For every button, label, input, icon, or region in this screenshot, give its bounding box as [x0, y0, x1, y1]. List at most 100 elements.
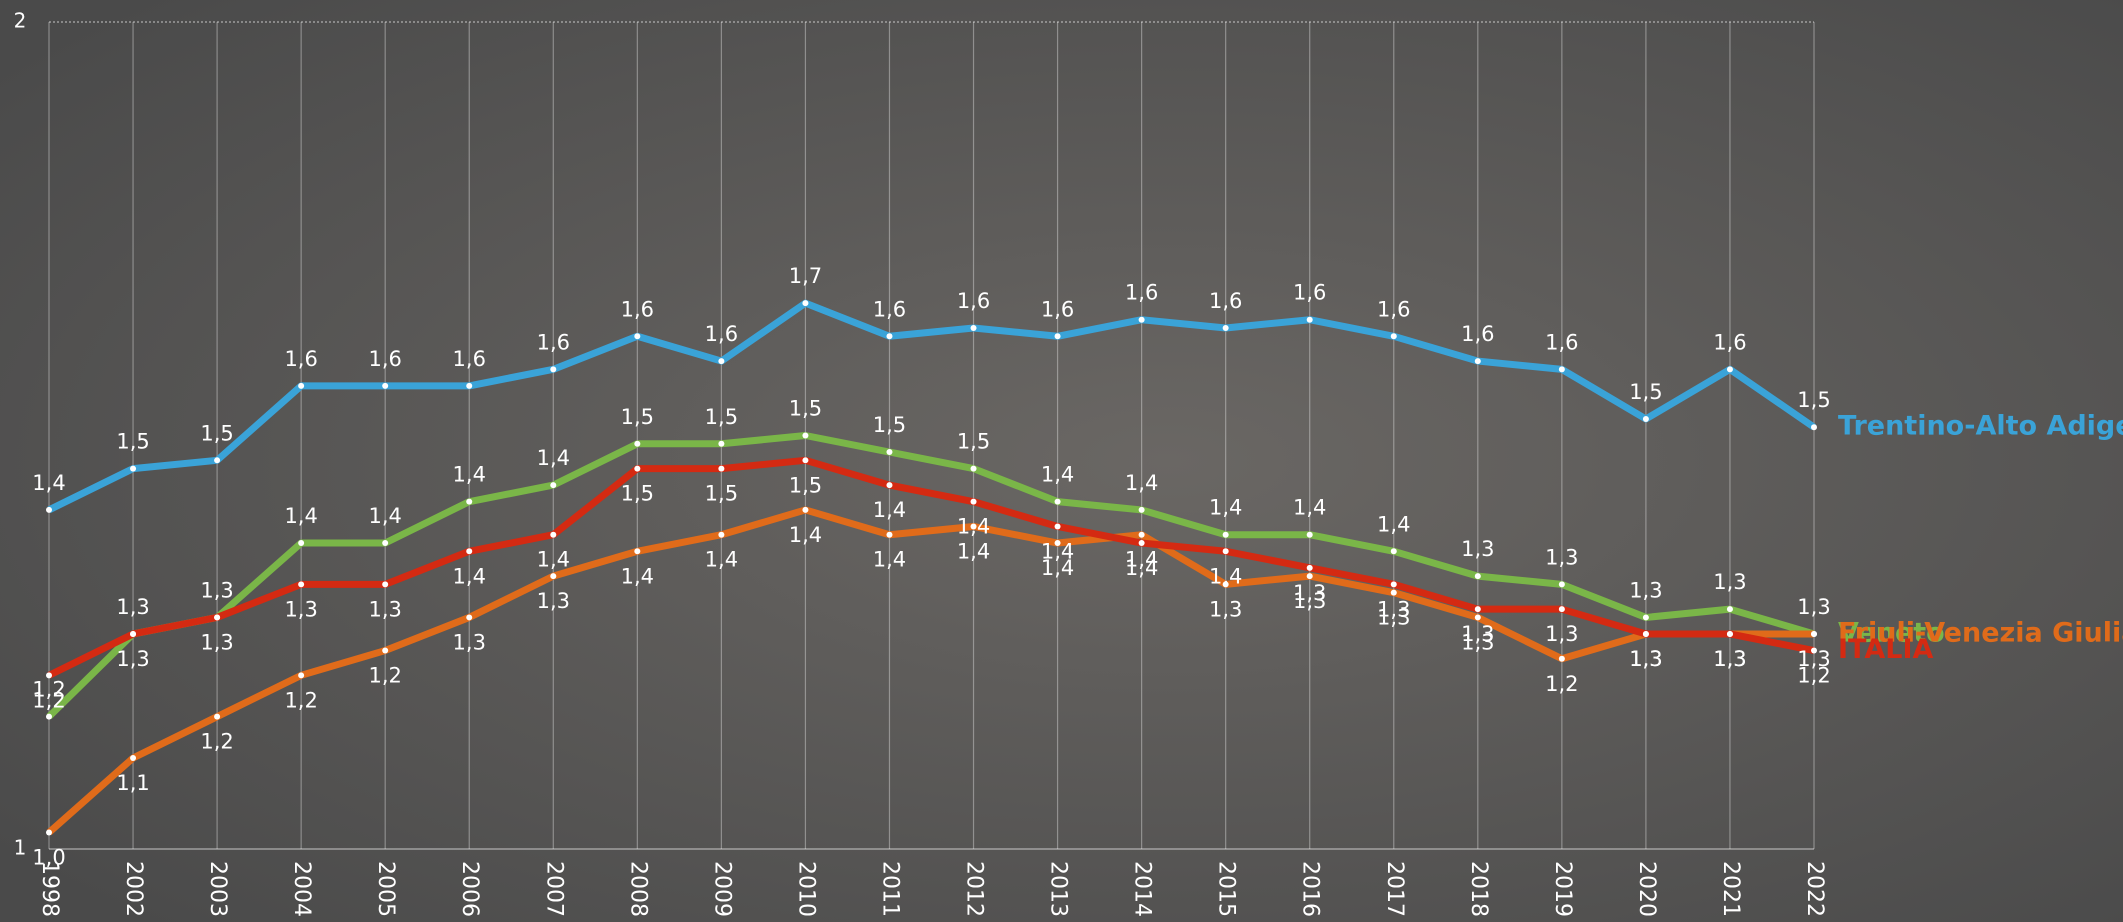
point	[466, 548, 472, 554]
data-label: 1,3	[1713, 570, 1746, 594]
x-tick-label: 2009	[709, 861, 734, 917]
point	[1559, 656, 1565, 662]
point	[1307, 573, 1313, 579]
point	[1643, 416, 1649, 422]
point	[1475, 614, 1481, 620]
data-label: 1,4	[621, 564, 654, 588]
background	[0, 0, 2123, 922]
data-label: 1,4	[873, 498, 906, 522]
data-label: 1,4	[1125, 556, 1158, 580]
data-label: 1,6	[537, 330, 570, 354]
data-label: 1,3	[537, 589, 570, 613]
x-tick-label: 2013	[1046, 861, 1071, 917]
point	[466, 383, 472, 389]
data-label: 1,6	[1041, 297, 1074, 321]
x-tick-label: 2020	[1634, 861, 1659, 917]
data-label: 1,2	[1797, 664, 1830, 688]
point	[1475, 606, 1481, 612]
point	[886, 532, 892, 538]
legend-label: Trentino-Alto Adige	[1838, 411, 2123, 442]
point	[634, 333, 640, 339]
data-label: 1,4	[789, 523, 822, 547]
point	[1811, 424, 1817, 430]
point	[1391, 333, 1397, 339]
point	[1643, 631, 1649, 637]
data-label: 1,5	[789, 397, 822, 421]
data-label: 1,4	[873, 548, 906, 572]
point	[802, 300, 808, 306]
point	[214, 614, 220, 620]
point	[1055, 523, 1061, 529]
data-label: 1,6	[1293, 281, 1326, 305]
point	[886, 482, 892, 488]
data-label: 1,4	[368, 504, 401, 528]
x-tick-label: 2018	[1466, 861, 1491, 917]
point	[1055, 333, 1061, 339]
data-label: 1,2	[200, 730, 233, 754]
data-label: 1,3	[200, 578, 233, 602]
point	[1139, 532, 1145, 538]
point	[550, 573, 556, 579]
point	[1223, 325, 1229, 331]
point	[1307, 532, 1313, 538]
data-label: 1,5	[705, 482, 738, 506]
point	[1643, 614, 1649, 620]
point	[214, 714, 220, 720]
data-label: 1,6	[284, 347, 317, 371]
data-label: 1,6	[1125, 281, 1158, 305]
point	[634, 466, 640, 472]
point	[1391, 548, 1397, 554]
x-tick-label: 2022	[1802, 861, 1827, 917]
point	[886, 449, 892, 455]
data-label: 1,4	[957, 515, 990, 539]
x-tick-label: 2011	[877, 861, 902, 917]
legend-label: ITALIA	[1838, 634, 1934, 665]
data-label: 1,4	[1125, 471, 1158, 495]
data-label: 1,5	[1797, 388, 1830, 412]
point	[298, 581, 304, 587]
point	[1475, 358, 1481, 364]
data-label: 1,3	[200, 630, 233, 654]
data-label: 1,3	[1629, 647, 1662, 671]
point	[466, 614, 472, 620]
data-label: 1,6	[621, 297, 654, 321]
data-label: 1,3	[1797, 595, 1830, 619]
point	[971, 499, 977, 505]
data-label: 1,6	[1377, 297, 1410, 321]
data-label: 1,2	[368, 664, 401, 688]
data-label: 1,3	[1461, 622, 1494, 646]
data-label: 1,0	[32, 845, 65, 869]
data-label: 1,1	[116, 771, 149, 795]
data-label: 1,3	[1293, 581, 1326, 605]
x-tick-label: 2019	[1550, 861, 1575, 917]
x-tick-label: 2017	[1382, 861, 1407, 917]
data-label: 1,6	[705, 322, 738, 346]
x-tick-label: 2012	[962, 861, 987, 917]
x-tick-label: 2005	[373, 861, 398, 917]
data-label: 1,4	[1041, 539, 1074, 563]
x-tick-label: 2016	[1298, 861, 1323, 917]
point	[46, 714, 52, 720]
point	[214, 457, 220, 463]
point	[46, 507, 52, 513]
data-label: 1,3	[116, 595, 149, 619]
data-label: 1,3	[1629, 578, 1662, 602]
data-label: 1,3	[1545, 545, 1578, 569]
point	[1139, 540, 1145, 546]
point	[718, 358, 724, 364]
data-label: 1,4	[284, 504, 317, 528]
data-label: 1,3	[1461, 537, 1494, 561]
data-label: 1,4	[537, 548, 570, 572]
data-label: 1,5	[789, 473, 822, 497]
point	[1223, 532, 1229, 538]
data-label: 1,5	[621, 405, 654, 429]
point	[130, 755, 136, 761]
data-label: 1,6	[1713, 330, 1746, 354]
point	[718, 441, 724, 447]
x-tick-label: 2007	[541, 861, 566, 917]
point	[1475, 573, 1481, 579]
data-label: 1,5	[705, 405, 738, 429]
data-label: 1,7	[789, 264, 822, 288]
data-label: 1,2	[1545, 672, 1578, 696]
data-label: 1,4	[1377, 512, 1410, 536]
